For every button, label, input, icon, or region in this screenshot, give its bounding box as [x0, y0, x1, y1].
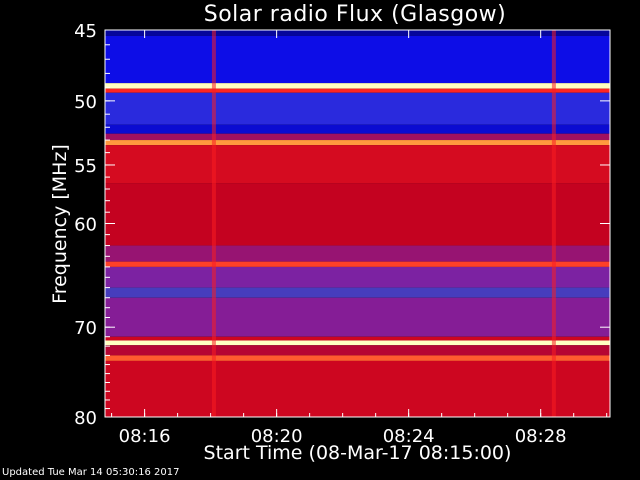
y-tick-label: 55: [74, 156, 97, 177]
spectrogram-band: [105, 360, 610, 417]
updated-timestamp: Updated Tue Mar 14 05:30:16 2017: [2, 467, 180, 478]
chart-title: Solar radio Flux (Glasgow): [203, 2, 507, 27]
y-tick-label: 60: [74, 215, 97, 236]
spectrogram-band: [105, 345, 610, 356]
spectrogram-band: [105, 88, 610, 93]
x-tick-label: 08:16: [119, 426, 171, 447]
x-axis: 08:16 08:20 08:24 08:28: [111, 30, 608, 447]
spectrogram-heatmap: [105, 30, 610, 417]
x-tick-label: 08:24: [383, 426, 435, 447]
spectrogram-band: [105, 261, 610, 267]
spectrogram-band: [105, 355, 610, 361]
y-tick-label: 50: [74, 92, 97, 113]
spectrogram-band: [105, 183, 610, 246]
vertical-feature: [211, 30, 216, 417]
spectrogram-band: [105, 124, 610, 134]
y-tick-label: 45: [74, 21, 97, 42]
spectrogram-band: [105, 340, 610, 346]
spectrogram-band: [105, 145, 610, 184]
y-tick-label: 80: [74, 408, 97, 429]
y-axis: 45 50 55 60 70 80: [74, 21, 610, 429]
spectrogram-band: [105, 287, 610, 298]
x-axis-label: Start Time (08-Mar-17 08:15:00): [203, 442, 512, 464]
x-tick-label: 08:28: [515, 426, 567, 447]
spectrogram-band: [105, 133, 610, 141]
spectrogram-features: [211, 30, 556, 417]
x-tick-label: 08:20: [251, 426, 303, 447]
spectrogram-band: [105, 266, 610, 288]
spectrogram-band: [105, 336, 610, 341]
spectrogram-band: [105, 297, 610, 337]
spectrogram-band: [105, 92, 610, 125]
spectrogram-band: [105, 35, 610, 84]
spectrogram-band: [105, 140, 610, 146]
y-axis-label: Frequency [MHz]: [49, 144, 71, 304]
spectrogram-band: [105, 30, 610, 36]
spectrogram-band: [105, 83, 610, 89]
spectrogram-band: [105, 245, 610, 262]
y-tick-label: 70: [74, 318, 97, 339]
vertical-feature: [551, 30, 556, 417]
